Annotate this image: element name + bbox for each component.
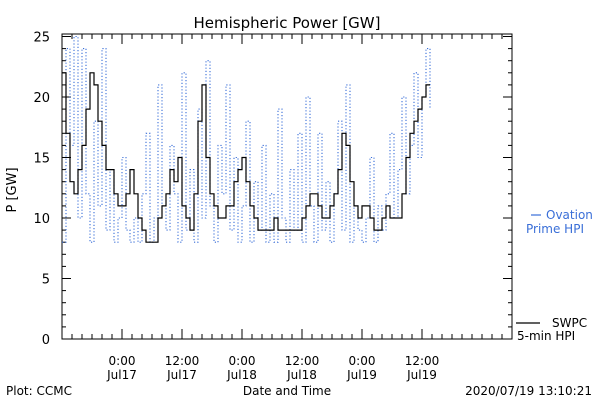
legend-ovation: Ovation Prime HPI	[526, 208, 593, 236]
series-layer	[62, 35, 431, 243]
y-tick-label: 15	[33, 152, 50, 167]
y-tick-label: 10	[33, 212, 50, 227]
chart-title: Hemispheric Power [GW]	[194, 14, 381, 32]
timestamp: 2020/07/19 13:10:21	[465, 384, 592, 398]
plot-frame	[61, 33, 513, 340]
x-tick-label-date: Jul17	[166, 368, 197, 382]
x-tick-label-date: Jul17	[106, 368, 137, 382]
x-axis-label: Date and Time	[243, 384, 331, 398]
series-ovation-prime-hpi	[62, 35, 431, 243]
axis-ticks: 05101520250:00Jul1712:00Jul170:00Jul1812…	[33, 31, 513, 382]
x-tick-label-date: Jul18	[226, 368, 257, 382]
y-tick-label: 20	[33, 91, 50, 106]
x-tick-label-time: 12:00	[405, 354, 440, 368]
y-tick-label: 25	[33, 31, 50, 46]
legend-swpc-label-1: SWPC	[552, 316, 587, 330]
legend-swpc-label-2: 5-min HPI	[517, 329, 575, 343]
x-tick-label-date: Jul18	[286, 368, 317, 382]
y-tick-label: 5	[42, 273, 50, 288]
series-swpc-5min-hpi	[62, 72, 430, 243]
x-tick-label-time: 12:00	[165, 354, 200, 368]
y-axis-label: P [GW]	[5, 167, 20, 212]
x-tick-label-date: Jul19	[346, 368, 377, 382]
plot-credit: Plot: CCMC	[6, 384, 72, 398]
legend-swpc: SWPC 5-min HPI	[516, 316, 587, 343]
legend-ovation-label-2: Prime HPI	[526, 222, 584, 236]
legend-ovation-label-1: Ovation	[546, 208, 593, 222]
x-tick-label-time: 0:00	[109, 354, 136, 368]
y-tick-label: 0	[42, 333, 50, 348]
x-tick-label-time: 12:00	[285, 354, 320, 368]
x-tick-label-time: 0:00	[349, 354, 376, 368]
x-tick-label-time: 0:00	[229, 354, 256, 368]
x-tick-label-date: Jul19	[406, 368, 437, 382]
